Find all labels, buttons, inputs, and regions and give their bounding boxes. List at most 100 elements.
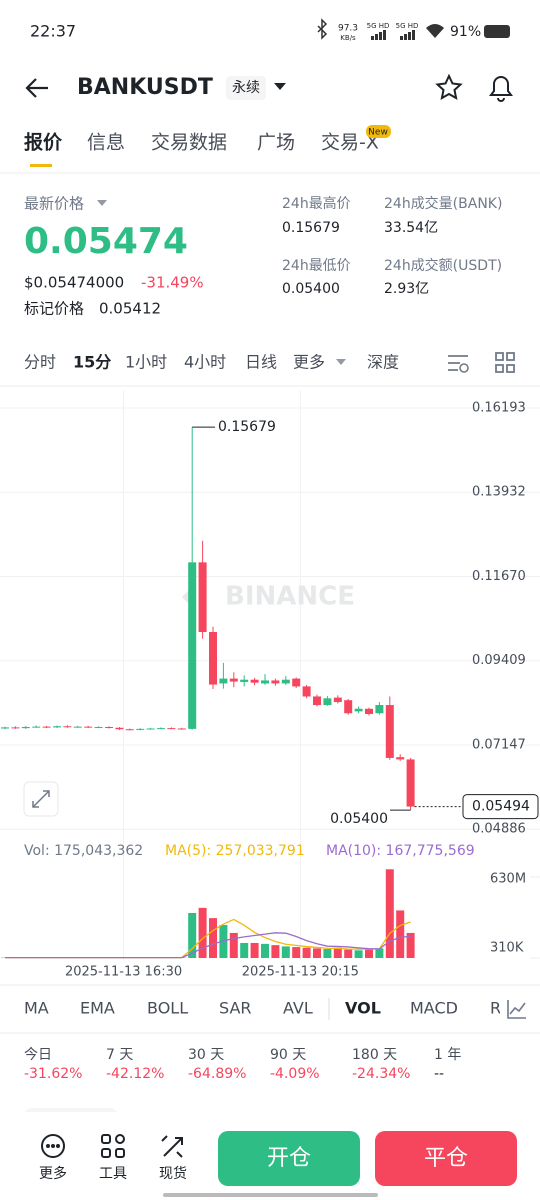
candle-body <box>344 700 353 714</box>
legend-item: MA(10): 167,775,569 <box>326 843 475 859</box>
volume-bar <box>250 942 259 958</box>
tab[interactable]: 广场 <box>257 132 295 154</box>
stat-label: 24h最低价 <box>282 258 351 274</box>
watermark-text: BINANCE <box>225 582 355 612</box>
tab[interactable]: 报价 <box>24 131 63 154</box>
interval[interactable]: 分时 <box>24 353 56 372</box>
volume-bar <box>198 907 207 958</box>
more-dropdown[interactable] <box>336 359 346 365</box>
volume-bar <box>302 947 311 958</box>
indicator[interactable]: MACD <box>410 999 458 1018</box>
x-tick-label: 2025-11-13 20:15 <box>242 965 359 980</box>
wifi-icon <box>426 24 444 38</box>
alert-button[interactable] <box>489 76 513 102</box>
label-dropdown[interactable] <box>97 200 107 206</box>
indicator[interactable]: MA <box>24 999 49 1018</box>
tab[interactable]: 信息 <box>87 132 125 154</box>
candle-body <box>354 708 363 712</box>
candle-body <box>146 728 155 730</box>
interval[interactable]: 4小时 <box>184 353 226 372</box>
bottom-item[interactable]: 现货 <box>159 1165 187 1182</box>
interval[interactable]: 深度 <box>367 353 399 372</box>
bottom-item[interactable]: 更多 <box>39 1165 67 1182</box>
interval[interactable]: 15分 <box>73 353 111 372</box>
volume-bar <box>396 910 405 958</box>
mark-price: 0.05412 <box>99 300 161 318</box>
candle-body <box>406 759 415 807</box>
period-label: 90 天 <box>270 1047 306 1063</box>
bottom-item[interactable]: 工具 <box>99 1166 127 1182</box>
period-change: -- <box>434 1066 444 1082</box>
back-button[interactable] <box>25 78 48 98</box>
ma-line <box>5 932 411 959</box>
candle-body <box>198 562 207 633</box>
close-button[interactable] <box>375 1131 517 1186</box>
bluetooth-icon <box>317 18 328 40</box>
interval[interactable]: 日线 <box>245 353 277 372</box>
legend-item: Vol: 175,043,362 <box>24 843 143 859</box>
price-change: -31.49% <box>141 274 204 292</box>
y-tick-label: 0.11670 <box>472 569 526 584</box>
candle-body <box>136 728 145 730</box>
symbol[interactable]: BANKUSDT <box>77 75 213 100</box>
settings-icon[interactable] <box>448 355 468 371</box>
volume-bar <box>271 945 280 958</box>
candle-body <box>229 678 238 682</box>
candle-body <box>313 696 321 706</box>
stat-label: 24h最高价 <box>282 195 351 212</box>
candle-body <box>302 686 311 697</box>
candle-body <box>281 679 290 684</box>
indicator[interactable]: VOL <box>345 999 381 1018</box>
favorite-button[interactable] <box>435 73 463 100</box>
tab[interactable]: 交易-X <box>321 132 379 154</box>
candle-body <box>94 727 103 729</box>
y-tick-label: 310K <box>490 940 524 955</box>
period-change: -24.34% <box>352 1066 410 1082</box>
last-price-label: 0.05494 <box>472 799 530 815</box>
layout-icon[interactable] <box>495 352 515 373</box>
period-label: 180 天 <box>352 1047 397 1063</box>
stat-value: 33.54亿 <box>384 220 438 236</box>
last-price: 0.05474 <box>24 221 188 262</box>
indicator[interactable]: BOLL <box>147 999 188 1018</box>
candle-body <box>125 729 134 731</box>
bottom-icons <box>41 1134 183 1158</box>
volume-bar <box>261 943 269 958</box>
interval[interactable]: 1小时 <box>125 353 167 372</box>
indicator-settings[interactable] <box>507 1000 526 1019</box>
period-change: -31.62% <box>24 1066 82 1082</box>
tab[interactable]: 交易数据 <box>151 132 227 154</box>
candle-body <box>250 679 259 683</box>
contract-tag: 永续 <box>232 79 260 96</box>
fullscreen-icon <box>32 790 50 808</box>
y-tick-label: 0.16193 <box>472 400 526 415</box>
net-unit: KB/s <box>340 34 356 42</box>
volume-bar <box>385 869 394 958</box>
sim-1: 5G HD <box>367 22 390 30</box>
sim-2: 5G HD <box>396 22 419 30</box>
indicator[interactable]: EMA <box>80 999 115 1018</box>
period-change: -64.89% <box>188 1066 246 1082</box>
open-button[interactable] <box>218 1131 360 1186</box>
volume-bar <box>229 932 238 958</box>
candle-body <box>1 727 9 729</box>
stat-value: 2.93亿 <box>384 281 429 297</box>
signal-icons <box>371 30 415 40</box>
volume-bar <box>188 913 197 958</box>
indicator[interactable]: AVL <box>283 999 313 1018</box>
y-tick-label: 0.13932 <box>472 485 526 500</box>
candle-body <box>240 679 249 682</box>
badge-bg <box>366 125 391 138</box>
indicator[interactable]: SAR <box>219 999 252 1018</box>
net-speed: 97.3 <box>338 24 358 34</box>
indicator[interactable]: R <box>490 999 501 1018</box>
interval[interactable]: 更多 <box>293 353 325 372</box>
last-price-label: 最新价格 <box>24 195 84 213</box>
candle-body <box>167 728 176 730</box>
symbol-dropdown[interactable] <box>274 83 286 90</box>
stat-value: 0.15679 <box>282 220 340 236</box>
volume-bar <box>344 949 353 958</box>
y-tick-label: 0.07147 <box>472 738 526 753</box>
